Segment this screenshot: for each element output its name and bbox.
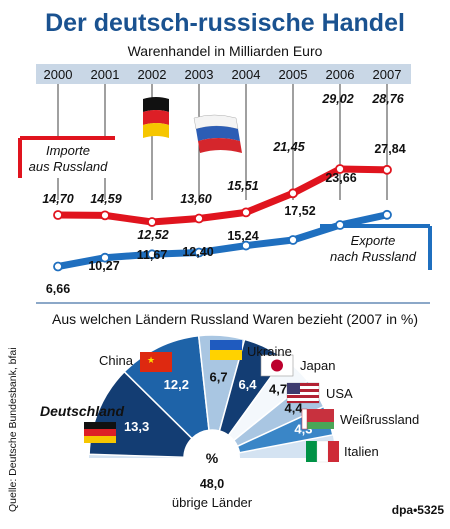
year-label: 2007 [373,67,402,82]
label-ukraine: Ukraine [247,344,292,359]
exports-point [147,249,157,260]
value-uebrige: 48,0 [200,477,224,491]
year-label: 2004 [232,67,261,82]
imports-value-label: 14,59 [90,192,121,206]
china-flag: ★ [140,352,172,372]
pie-value-label: 4,7 [269,381,287,396]
exports-value-label: 10,27 [88,259,119,273]
year-label: 2001 [91,67,120,82]
year-label: 2002 [138,67,167,82]
exports-value-label: 23,66 [325,171,356,185]
exports-point [288,235,298,245]
year-label: 2006 [326,67,355,82]
exports-line [57,211,388,270]
exports-value-label: 6,66 [46,282,70,296]
imports-value-label: 12,52 [137,228,168,242]
pie-chart: 13,312,26,76,44,74,44,3% [88,334,335,486]
exports-legend-line2: nach Russland [330,249,417,264]
imports-point [147,217,157,227]
belarus-flag [301,408,334,430]
imports-value-label: 14,70 [42,192,73,206]
pie-center-label: % [206,450,219,466]
year-label: 2003 [185,67,214,82]
pie-value-label: 13,3 [124,419,149,434]
exports-legend-line1: Exporte [351,233,396,248]
exports-point [335,220,345,230]
pie-value-label: 12,2 [164,377,189,392]
year-label: 2000 [44,67,73,82]
imports-value-label: 28,76 [371,92,404,106]
italy-flag [306,440,339,463]
pie-value-label: 6,7 [210,369,228,384]
imports-point [241,207,251,218]
exports-point [241,240,251,251]
label-usa: USA [326,386,353,401]
imports-point [335,164,345,174]
imports-legend-line1: Importe [46,143,90,158]
label-italien: Italien [344,444,379,459]
exports-value-label: 11,67 [137,248,168,262]
source-note: Quelle: Deutsche Bundesbank, bfai [7,347,19,512]
label-weissrussland: Weißrussland [340,412,419,427]
imports-value-label: 15,51 [227,179,258,193]
agency-credit: dpa•5325 [392,503,445,517]
year-axis: 2000 2001 2002 2003 2004 2005 2006 2007 [44,67,402,200]
usa-flag [286,382,320,404]
label-deutschland: Deutschland [40,403,124,419]
germany-flag [143,97,169,138]
svg-text:★: ★ [147,355,155,365]
russia-flag [193,114,242,153]
exports-point [53,261,63,272]
pie-value-label: 6,4 [238,377,257,392]
japan-flag [260,354,294,377]
imports-legend-line2: aus Russland [29,159,109,174]
imports-line [57,165,388,226]
exports-value-label: 27,84 [374,142,405,156]
imports-value-label: 29,02 [321,92,353,106]
imports-point [100,210,110,221]
imports-point [53,210,63,220]
label-china: China [99,353,134,368]
chart-subtitle: Warenhandel in Milliarden Euro [128,43,323,59]
exports-value-label: 12,40 [182,245,213,259]
imports-point [382,164,392,175]
pie-value-label: 4,4 [285,400,304,415]
imports-value-label: 13,60 [180,192,211,206]
exports-point [100,252,110,263]
exports-point [382,209,392,220]
year-band [36,64,411,84]
pie-title: Aus welchen Ländern Russland Waren bezie… [52,311,418,327]
exports-legend: Exporte nach Russland [320,224,432,270]
line-chart: 14,70 14,59 12,52 13,60 15,51 21,45 29,02 28,76… [42,92,405,296]
imports-legend: Importe aus Russland [18,136,115,178]
germany-flag-small [84,422,116,443]
ukraine-flag [210,340,242,360]
imports-value-label: 21,45 [272,140,305,154]
imports-point [194,213,204,224]
year-label: 2005 [279,67,308,82]
imports-point [288,188,298,199]
exports-value-label: 15,24 [227,229,258,243]
pie-center [184,430,240,486]
label-uebrige: übrige Länder [172,495,253,510]
exports-point [194,247,204,258]
exports-value-label: 17,52 [284,204,315,218]
page-title: Der deutsch-russische Handel [45,9,405,37]
label-japan: Japan [300,358,335,373]
